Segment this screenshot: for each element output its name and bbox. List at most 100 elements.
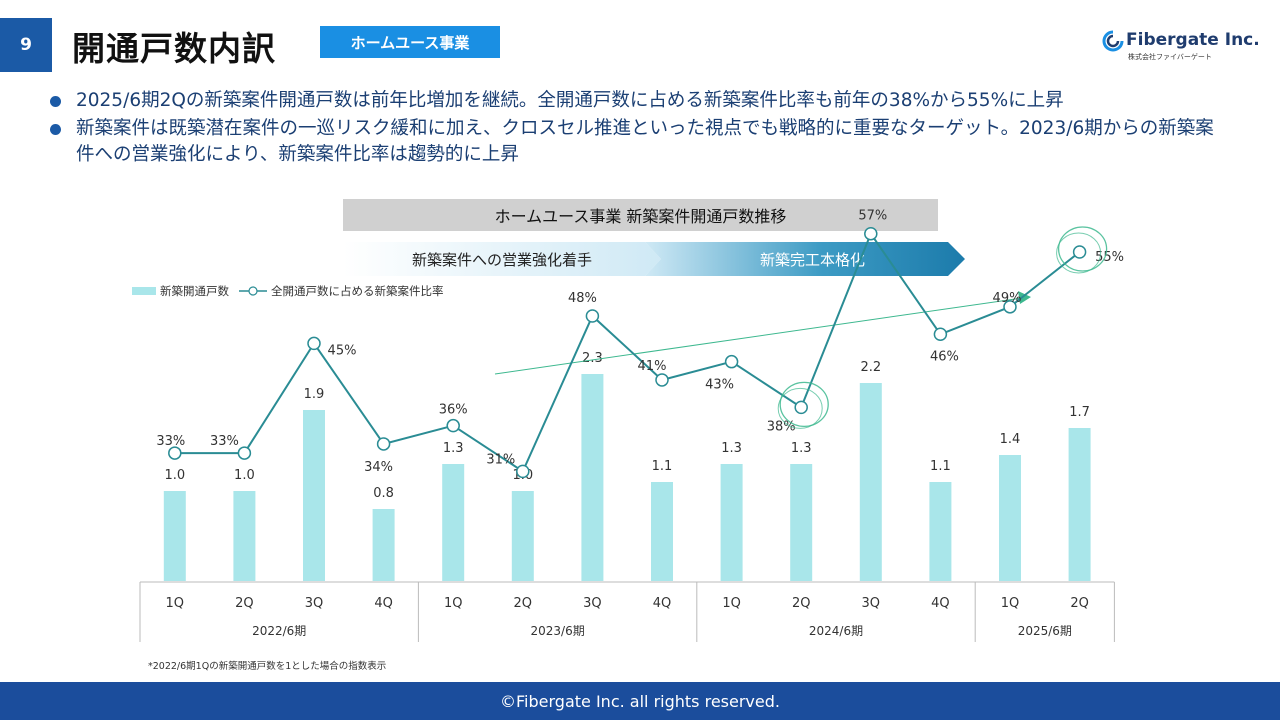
phase-arrow-2 — [645, 242, 965, 276]
ratio-value-label: 46% — [930, 349, 959, 364]
x-tick-label: 4Q — [931, 596, 950, 611]
bar — [581, 374, 604, 581]
bullet-item: 2025/6期2Qの新築案件開通戸数は前年比増加を継続。全開通戸数に占める新築案… — [48, 88, 1228, 114]
bar-value-label: 1.4 — [1000, 432, 1021, 447]
bar — [720, 464, 743, 581]
highlight-circle — [1057, 226, 1108, 272]
segment-badge: ホームユース事業 — [320, 26, 500, 58]
ratio-point — [516, 464, 530, 479]
trend-arrow-line — [494, 297, 1023, 375]
bar-value-label: 0.8 — [373, 486, 394, 501]
bullet-icon — [50, 124, 61, 135]
ratio-point — [168, 446, 182, 460]
bar-value-label: 1.0 — [234, 468, 255, 483]
ratio-line — [174, 231, 1081, 473]
ratio-point — [724, 354, 739, 369]
ratio-point — [376, 437, 391, 451]
chart-title: ホームユース事業 新築案件開通戸数推移 — [343, 199, 938, 231]
bar — [303, 410, 325, 581]
bullet-icon — [50, 96, 61, 107]
legend-line-swatch — [239, 286, 267, 296]
trend-arrow-head — [1018, 291, 1031, 304]
bar — [790, 464, 813, 581]
bullet-item: 新築案件は既築潜在案件の一巡リスク緩和に加え、クロスセル推進といった視点でも戦略… — [48, 116, 1228, 168]
ratio-value-label: 43% — [705, 378, 734, 393]
logo-text: Fibergate Inc. — [1126, 30, 1260, 50]
summary-bullets: 2025/6期2Qの新築案件開通戸数は前年比増加を継続。全開通戸数に占める新築案… — [48, 88, 1228, 170]
bar-value-label: 1.3 — [443, 441, 464, 456]
legend-bar-swatch — [132, 287, 156, 295]
bar — [929, 482, 952, 581]
ratio-value-label: 49% — [993, 291, 1022, 306]
phase-arrow-1 — [343, 242, 661, 276]
fiscal-year-label: 2024/6期 — [809, 624, 863, 638]
bar-value-label: 1.3 — [791, 441, 812, 456]
bar — [1068, 428, 1091, 581]
bar — [859, 383, 882, 581]
bar-value-label: 1.0 — [164, 468, 185, 483]
fiscal-year-label: 2023/6期 — [530, 624, 584, 638]
highlight-circle — [777, 387, 823, 429]
ratio-point — [1003, 300, 1017, 314]
ratio-value-label: 41% — [638, 359, 667, 374]
chart-legend: 新築開通戸数 全開通戸数に占める新築案件比率 — [132, 283, 444, 299]
ratio-point — [933, 327, 948, 342]
ratio-value-label: 55% — [1095, 250, 1124, 265]
bar — [372, 509, 395, 581]
bar — [511, 491, 534, 581]
ratio-value-label: 31% — [486, 452, 515, 467]
x-tick-label: 3Q — [862, 596, 881, 611]
ratio-value-label: 48% — [568, 291, 597, 306]
logo-subtext: 株式会社ファイバーゲート — [1128, 53, 1212, 61]
x-tick-label: 2Q — [235, 596, 254, 611]
ratio-value-label: 34% — [364, 460, 393, 475]
ratio-value-label: 45% — [328, 343, 357, 358]
x-tick-label: 1Q — [1001, 596, 1020, 611]
bar — [163, 491, 186, 581]
bar — [651, 482, 673, 581]
phase-label-1: 新築案件への営業強化着手 — [411, 250, 592, 269]
ratio-point — [655, 373, 669, 387]
bar-value-label: 1.3 — [721, 441, 742, 456]
bar-value-label: 2.2 — [860, 360, 881, 375]
legend-bar-label: 新築開通戸数 — [160, 284, 229, 298]
x-tick-label: 4Q — [653, 596, 672, 611]
bar-value-label: 1.1 — [930, 459, 951, 474]
bullet-text: 2025/6期2Qの新築案件開通戸数は前年比増加を継続。全開通戸数に占める新築案… — [76, 90, 1064, 111]
ratio-value-label: 33% — [156, 434, 185, 449]
ratio-value-label: 38% — [767, 419, 796, 434]
x-tick-label: 2Q — [792, 596, 811, 611]
ratio-point — [1072, 245, 1087, 259]
x-tick-label: 3Q — [305, 596, 324, 611]
bar-value-label: 1.7 — [1069, 405, 1090, 420]
bar-value-label: 1.1 — [652, 459, 673, 474]
x-tick-label: 2Q — [1070, 596, 1089, 611]
ratio-point — [446, 418, 460, 433]
ratio-point — [864, 226, 878, 241]
ratio-point — [585, 309, 600, 323]
bar-value-label: 1.9 — [304, 387, 325, 402]
ratio-point — [794, 400, 808, 415]
highlight-circle — [779, 381, 829, 428]
bar — [442, 464, 465, 581]
highlight-circle — [1056, 232, 1102, 274]
company-logo: Fibergate Inc. 株式会社ファイバーゲート — [1102, 30, 1260, 64]
ratio-value-label: 36% — [439, 403, 468, 418]
x-tick-label: 2Q — [514, 596, 533, 611]
x-tick-label: 3Q — [583, 596, 602, 611]
legend-line-label: 全開通戸数に占める新築案件比率 — [271, 284, 444, 298]
fibergate-logo-icon — [1102, 30, 1124, 52]
x-tick-label: 1Q — [166, 596, 185, 611]
ratio-point — [237, 446, 252, 460]
bar-value-label: 2.3 — [582, 351, 603, 366]
fiscal-year-label: 2022/6期 — [252, 624, 306, 638]
page-title: 開通戸数内訳 — [72, 29, 276, 68]
x-tick-label: 4Q — [374, 596, 393, 611]
fiscal-year-label: 2025/6期 — [1018, 624, 1072, 638]
footer: ©Fibergate Inc. all rights reserved. — [0, 682, 1280, 720]
bar — [233, 491, 256, 581]
phase-label-2: 新築完工本格化 — [759, 250, 865, 269]
page-number: 9 — [0, 18, 52, 72]
